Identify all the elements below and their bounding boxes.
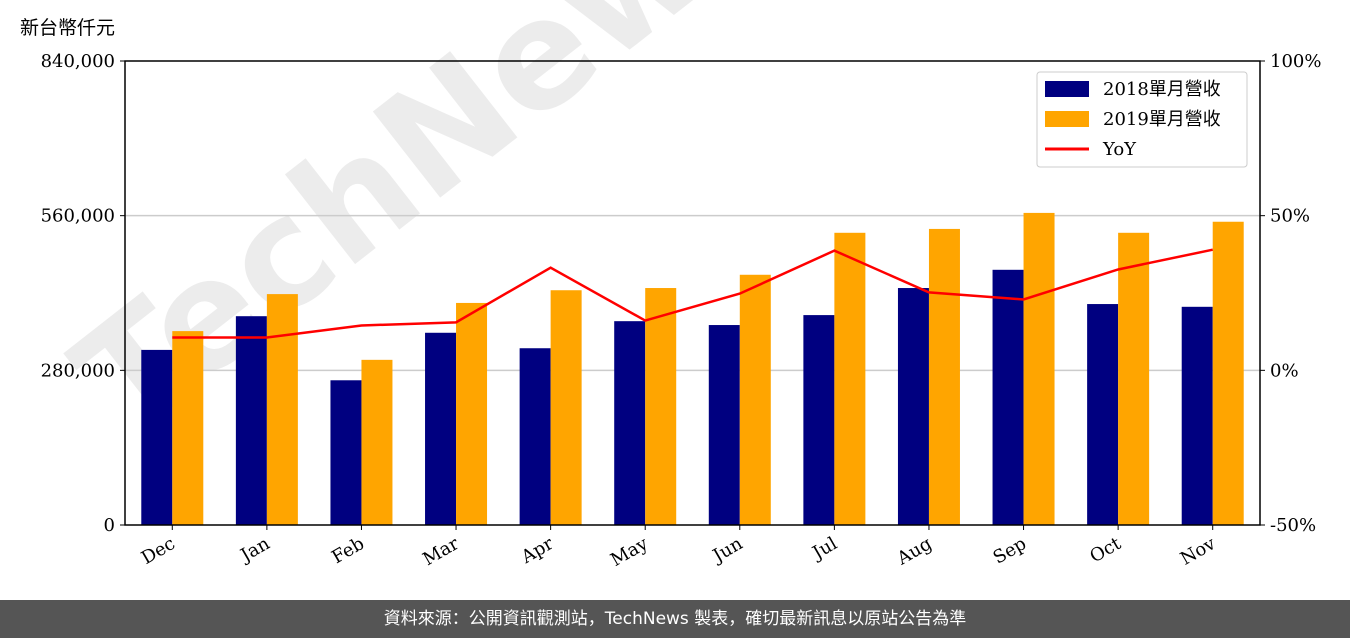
bar xyxy=(645,288,677,525)
bar xyxy=(425,332,457,525)
y2-tick-label: 50% xyxy=(1270,206,1310,227)
y-tick-label: 0 xyxy=(104,515,115,536)
bar xyxy=(235,316,267,525)
bar xyxy=(928,228,960,525)
chart: TechNews 新台幣仟元 0280,000560,000840,000-50… xyxy=(20,0,1321,571)
legend-label: 2019單月營收 xyxy=(1103,109,1221,130)
x-tick-label: Aug xyxy=(893,533,936,570)
y2-tick-label: 100% xyxy=(1270,51,1321,72)
bar xyxy=(330,380,362,525)
legend-swatch xyxy=(1045,81,1089,97)
legend-label: YoY xyxy=(1102,139,1137,160)
y2-tick-label: 0% xyxy=(1270,360,1299,381)
bar xyxy=(1087,304,1119,525)
footer: 資料來源：公開資訊觀測站，TechNews 製表，確切最新訊息以原站公告為準 xyxy=(0,600,1350,638)
x-tick-label: Oct xyxy=(1086,533,1125,568)
bar xyxy=(519,348,551,525)
bar xyxy=(1181,306,1213,525)
plot-frame xyxy=(124,60,1261,526)
bar xyxy=(897,288,929,525)
bar xyxy=(1023,212,1055,525)
bar xyxy=(266,294,298,525)
x-tick-label: Nov xyxy=(1177,533,1220,570)
y-tick-label: 280,000 xyxy=(41,360,115,381)
legend-label: 2018單月營收 xyxy=(1103,79,1221,100)
x-tick-label: Sep xyxy=(990,533,1030,568)
bar xyxy=(803,315,835,525)
y2-tick-label: -50% xyxy=(1270,515,1316,536)
bar xyxy=(739,274,771,525)
bar xyxy=(708,325,740,525)
x-tick-label: Jul xyxy=(807,533,841,565)
x-tick-label: Jun xyxy=(708,533,747,568)
bar xyxy=(141,349,173,525)
legend-box xyxy=(1036,71,1248,168)
bar xyxy=(1118,232,1150,526)
bar xyxy=(172,331,204,525)
bar xyxy=(992,269,1024,525)
y-axis-label: 新台幣仟元 xyxy=(20,17,115,39)
x-tick-label: Dec xyxy=(138,533,179,569)
x-tick-label: May xyxy=(607,533,652,571)
x-tick-label: Mar xyxy=(419,533,463,570)
x-tick-label: Feb xyxy=(328,533,368,568)
bar xyxy=(361,359,393,525)
bar xyxy=(456,302,488,525)
bar xyxy=(1212,221,1244,525)
bar xyxy=(834,232,866,526)
legend-swatch xyxy=(1045,111,1089,127)
x-tick-label: Apr xyxy=(517,533,557,568)
bar xyxy=(550,290,582,525)
y-tick-label: 840,000 xyxy=(41,51,115,72)
bar xyxy=(614,321,646,525)
y-tick-label: 560,000 xyxy=(41,206,115,227)
x-tick-label: Jan xyxy=(236,533,274,567)
yoy-line xyxy=(172,248,1213,339)
